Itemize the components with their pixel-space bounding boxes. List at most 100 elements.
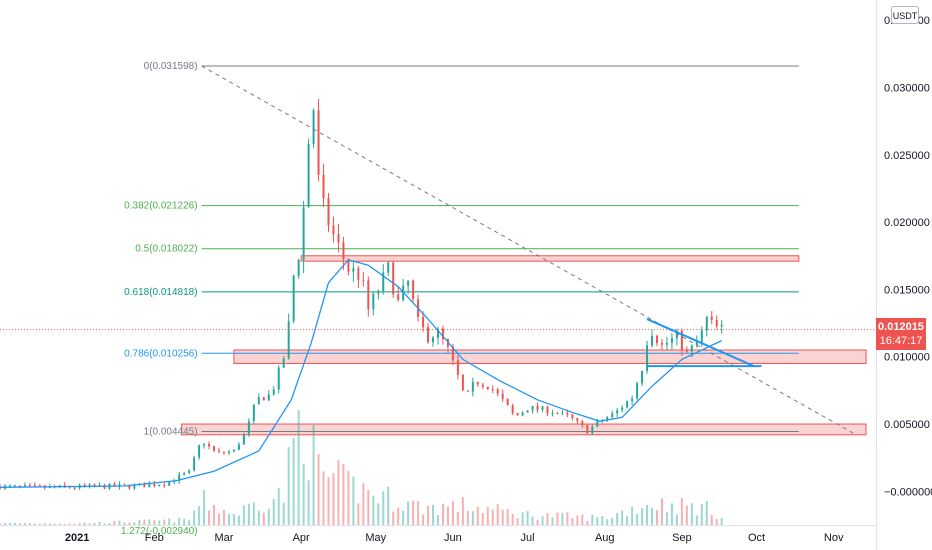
volume-bar [367,490,370,525]
volume-bar [332,473,335,525]
x-tick-label: Sep [672,532,692,544]
candle-body [93,484,96,487]
candle-body [720,324,723,327]
volume-bar [307,480,310,525]
candle-body [382,272,385,292]
candle-body [312,110,315,144]
volume-bar [232,514,235,525]
volume-bar [382,491,385,525]
candle-body [501,393,504,399]
volume-bar [23,523,26,525]
candle-body [222,451,225,453]
bar-countdown: 16:47:17 [879,335,923,347]
volume-bar [247,503,250,525]
price-axis[interactable]: 0.0350000.0300000.0250000.0200000.015000… [884,15,932,498]
zones-layer [181,255,867,436]
volume-bar [342,463,345,525]
candle-body [262,397,265,401]
candle-body [646,345,649,371]
candle-body [556,413,559,415]
candle-body [163,485,166,487]
volume-bar [38,523,41,525]
volume-bar [158,520,161,525]
volume-bar [327,477,330,525]
candle-body [451,346,454,361]
volume-bar [402,510,405,525]
candle-body [327,198,330,226]
fib-level-label: 0(0.031598) [144,61,198,72]
y-tick-label: 0.020000 [884,217,930,229]
volume-bar [516,518,519,525]
candle-body [456,360,459,375]
candle-body [586,425,589,434]
candle-body [496,389,499,394]
volume-bar [596,517,599,525]
volume-bar [227,514,230,525]
candle-body [621,407,624,411]
candle-body [38,485,41,487]
volume-bar [277,488,280,525]
fib-level-label: 0.382(0.021226) [124,201,197,212]
volume-bar [626,516,629,525]
candle-body [237,444,240,450]
volume-bar [670,503,673,525]
volume-bar [566,512,569,525]
volume-bar [73,523,76,525]
candle-body [566,412,569,415]
fib-level-label: 1.272(-0.002940) [121,526,198,537]
volume-bar [168,518,171,525]
volume-bar [302,464,305,525]
candle-body [218,450,220,452]
candle-body [148,484,151,488]
volume-bar [317,454,320,525]
volume-bar [501,509,504,525]
currency-badge[interactable]: USDT [891,6,919,24]
volume-bar [163,519,166,525]
volume-bar [636,513,639,525]
volume-bar [571,518,574,525]
volume-bar [427,505,430,525]
candle-body [158,485,161,487]
volume-bar [437,515,439,525]
volume-bar [282,502,285,525]
volume-bar [536,519,539,525]
volume-bar [700,503,703,525]
y-tick-label: 0.015000 [884,284,930,296]
candle-body [486,386,489,390]
candle-body [118,484,121,487]
volume-bar [685,505,688,525]
volume-bars [0,410,723,525]
candle-body [198,445,201,458]
time-axis[interactable]: 2021 Feb Mar Apr May Jun Jul Aug Sep Oct Nov [65,532,844,544]
candle-body [561,412,564,414]
volume-bar [58,523,61,525]
candle-body [307,143,310,208]
volume-bar [576,515,579,525]
candle-body [178,474,181,481]
volume-bar [481,513,484,525]
fibonacci-retracement[interactable]: 0(0.031598) 0.382(0.021226) 0.5(0.018022) 0… [121,61,799,537]
candle-body [357,268,360,280]
volume-bar [665,512,668,525]
x-tick-label: 2021 [65,532,89,544]
candle-body [695,342,698,346]
volume-bar [53,523,56,525]
candle-body [546,406,549,414]
volume-bar [148,519,151,525]
last-price-value: 0.012015 [878,321,924,333]
volume-bar [446,506,449,525]
volume-bar [521,512,524,525]
candle-body [466,390,469,392]
volume-bar [372,495,375,525]
candle-body [651,336,654,346]
y-tick-label: 0.010000 [884,352,930,364]
volume-bar [656,510,658,525]
candle-body [232,449,235,452]
volume-bar [551,517,554,525]
drawings-layer[interactable] [0,65,876,436]
volume-bar [720,517,723,525]
volume-bar [3,522,6,525]
volume-bar [98,521,101,525]
volume-bar [715,519,718,525]
